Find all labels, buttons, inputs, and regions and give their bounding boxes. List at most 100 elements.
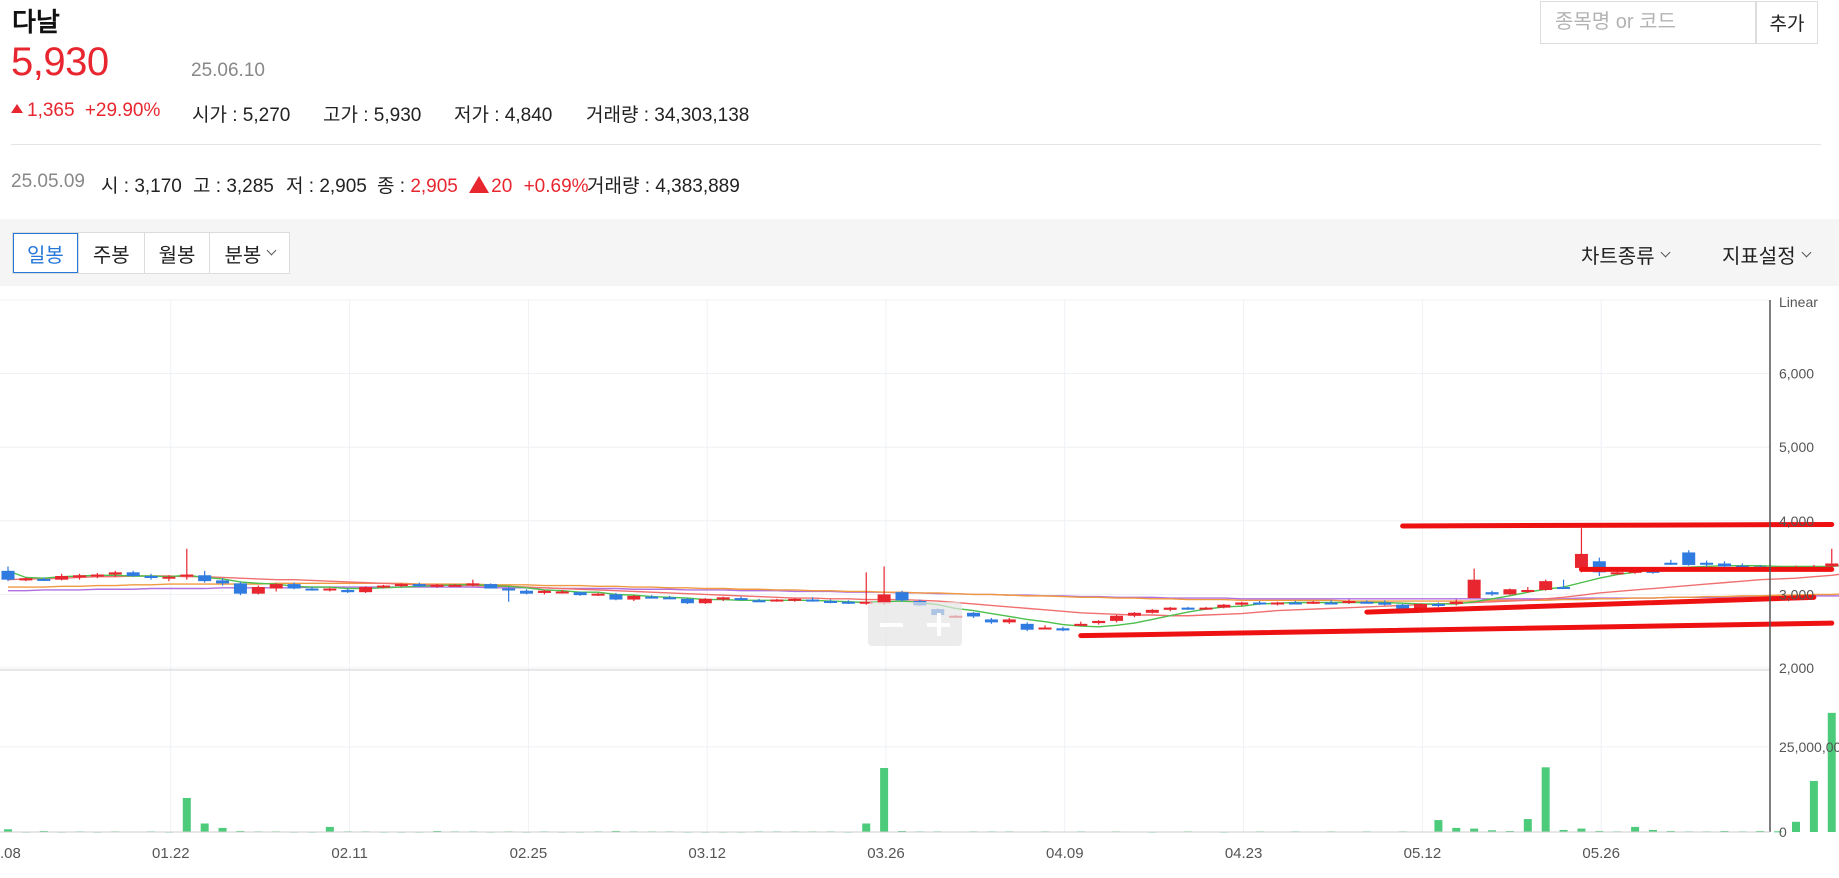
indicator-settings-button[interactable]: 지표설정	[1722, 240, 1812, 269]
header-divider	[11, 144, 1821, 145]
volume-bar	[1720, 830, 1729, 832]
candle	[90, 574, 104, 577]
candle-volume: 거래량 : 4,383,889	[587, 176, 740, 197]
candle	[895, 592, 909, 601]
candle	[1467, 579, 1481, 599]
up-arrow-icon	[11, 104, 23, 113]
high-price: 고가 : 5,930	[323, 105, 422, 126]
candle	[233, 583, 247, 594]
candle	[198, 575, 212, 582]
volume-bar	[1774, 831, 1783, 833]
candle	[1592, 561, 1606, 573]
candle	[19, 578, 33, 581]
volume-bar	[218, 827, 227, 832]
candle	[770, 599, 784, 602]
volume-bar	[1631, 826, 1640, 832]
volume-bar	[1541, 767, 1550, 832]
search-input[interactable]	[1540, 1, 1756, 44]
candle-close: 종 : 2,905 20 +0.69%	[377, 171, 589, 198]
candle	[984, 619, 998, 623]
candle	[591, 593, 605, 596]
candle	[1324, 602, 1338, 605]
candle	[1074, 623, 1088, 626]
candle	[1521, 589, 1535, 592]
candle	[806, 599, 820, 602]
candle	[1235, 602, 1249, 605]
add-button[interactable]: 추가	[1756, 1, 1818, 44]
candle	[627, 595, 641, 600]
tab-monthly-label: 월봉	[158, 244, 196, 267]
candle	[609, 594, 623, 600]
tab-weekly[interactable]: 주봉	[77, 233, 144, 273]
volume-bars	[4, 712, 1836, 833]
candle	[1378, 602, 1392, 605]
candle	[1682, 552, 1696, 565]
candle	[162, 576, 176, 579]
candle	[663, 597, 677, 600]
candle	[323, 588, 337, 591]
zoom-in-icon[interactable]	[915, 602, 962, 646]
ma60-line	[8, 582, 1839, 602]
candle-date: 25.05.09	[11, 171, 85, 192]
period-tabs: 일봉 주봉 월봉 분봉	[12, 232, 291, 274]
candle	[1449, 601, 1463, 604]
zoom-out-icon[interactable]	[868, 602, 915, 646]
candle	[537, 590, 551, 593]
candle	[180, 574, 194, 577]
candle	[1038, 627, 1052, 630]
candle	[1485, 592, 1499, 595]
candle	[1735, 565, 1749, 568]
candle	[1253, 602, 1267, 605]
volume-tick-label: 25,000,00	[1779, 739, 1839, 755]
volume-total: 거래량 : 34,303,138	[586, 105, 750, 126]
candle	[216, 580, 230, 584]
volume-tick-label: 0	[1779, 824, 1787, 840]
candle	[108, 572, 122, 575]
candle	[1020, 623, 1034, 630]
candle	[1145, 609, 1159, 613]
candle	[680, 598, 694, 604]
candle	[126, 572, 140, 576]
candle	[1002, 619, 1016, 623]
annotation-line	[1078, 620, 1835, 639]
volume-bar	[236, 830, 245, 832]
volume-bar	[1488, 830, 1497, 832]
stock-name: 다날	[12, 7, 60, 37]
candle	[1306, 601, 1320, 604]
volume-bar	[1809, 780, 1818, 832]
volume-bar	[1470, 828, 1479, 832]
candle	[269, 584, 283, 589]
price-chart[interactable]: Linear 2,000 3,000 4,000 5,000 6,000 0 25,000,0…	[0, 296, 1839, 878]
tab-daily[interactable]: 일봉	[13, 233, 78, 273]
tab-weekly-label: 주봉	[92, 244, 130, 267]
candle	[877, 594, 891, 604]
date-tick-label: 03.12	[688, 845, 726, 862]
quote-date: 25.06.10	[191, 60, 265, 81]
chevron-down-icon	[1660, 247, 1671, 257]
candle	[1503, 589, 1517, 595]
candle-change-amount: 20	[491, 176, 513, 197]
annotation-line	[1400, 521, 1835, 529]
candle-open: 시 : 3,170	[101, 176, 182, 197]
tab-monthly[interactable]: 월봉	[143, 233, 210, 273]
volume-bar	[1648, 829, 1657, 832]
candle	[1610, 572, 1624, 575]
candle	[823, 601, 837, 604]
volume-bar	[1792, 821, 1800, 832]
candle-high: 고 : 3,285	[193, 176, 274, 197]
candle	[55, 576, 69, 580]
volume-bar	[1577, 828, 1586, 832]
candle-close-label: 종 :	[377, 176, 411, 197]
scale-mode-label: Linear	[1779, 296, 1818, 310]
candle	[859, 601, 873, 604]
volume-bar	[325, 826, 334, 832]
tab-minute-label: 분봉	[224, 244, 262, 267]
candle	[1127, 612, 1141, 616]
candle	[1056, 628, 1070, 631]
candle-low: 저 : 2,905	[286, 176, 367, 197]
chart-type-button[interactable]: 차트종류	[1581, 240, 1671, 269]
tab-minute[interactable]: 분봉	[209, 233, 289, 273]
volume-bar	[1434, 820, 1443, 832]
candle	[341, 589, 355, 593]
volume-bar	[1452, 827, 1461, 832]
